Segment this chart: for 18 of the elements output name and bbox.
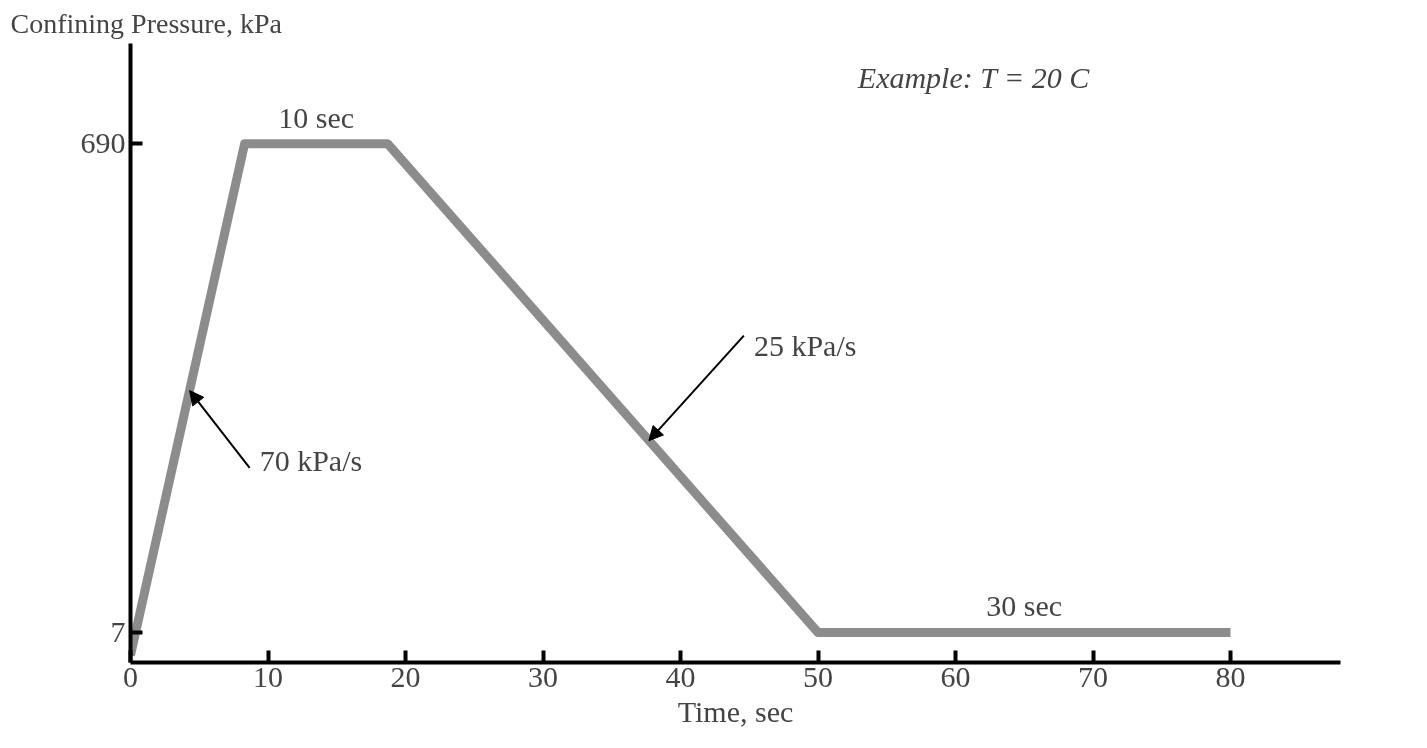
x-tick-label: 30 xyxy=(528,659,558,693)
annotation: 30 sec xyxy=(986,589,1063,623)
x-axis-title: Time, sec xyxy=(677,694,794,728)
x-tick-label: 80 xyxy=(1215,659,1246,693)
x-tick-label: 40 xyxy=(665,659,696,693)
x-tick-label: 10 xyxy=(253,659,283,693)
annotation: 25 kPa/s xyxy=(753,329,857,363)
x-tick-label: 70 xyxy=(1078,659,1108,693)
annotation: 70 kPa/s xyxy=(259,444,363,478)
y-tick-label: 7 xyxy=(110,614,126,648)
x-tick-label: 60 xyxy=(940,659,971,693)
y-tick-label: 690 xyxy=(80,126,126,160)
x-tick-label: 20 xyxy=(390,659,421,693)
x-tick-label: 50 xyxy=(803,659,833,693)
y-axis-title: Confining Pressure, kPa xyxy=(10,7,283,39)
annotation: 10 sec xyxy=(278,100,355,134)
x-tick-label: 0 xyxy=(123,659,138,693)
annotation: Example: T = 20 C xyxy=(856,61,1091,95)
